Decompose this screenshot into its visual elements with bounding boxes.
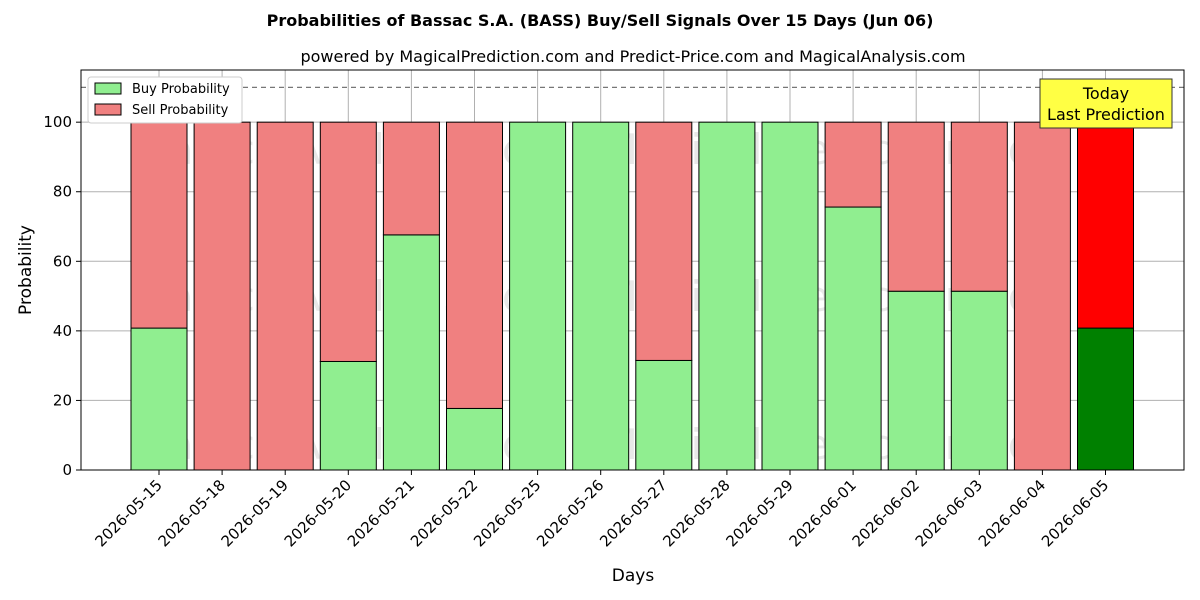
chart-title: Probabilities of Bassac S.A. (BASS) Buy/… bbox=[267, 11, 934, 30]
y-tick-label: 100 bbox=[43, 113, 72, 131]
legend-buy-label: Buy Probability bbox=[132, 82, 230, 97]
y-axis-label: Probability bbox=[16, 225, 36, 315]
x-tick-label: 2026-05-18 bbox=[155, 476, 229, 550]
sell-bar bbox=[1077, 121, 1134, 329]
x-tick-label: 2026-06-05 bbox=[1038, 476, 1112, 550]
x-tick-label: 2026-06-03 bbox=[912, 476, 986, 550]
x-tick-label: 2026-05-15 bbox=[91, 476, 165, 550]
sell-bar bbox=[635, 121, 693, 361]
y-tick-label: 20 bbox=[53, 391, 72, 409]
buy-bar bbox=[1077, 327, 1134, 471]
legend-sell-swatch bbox=[94, 103, 122, 116]
buy-bar bbox=[698, 121, 756, 471]
today-label: Today bbox=[1082, 84, 1129, 103]
sell-bar bbox=[446, 121, 503, 409]
buy-bar bbox=[319, 360, 377, 471]
y-axis-ticks: 0 20 40 60 80 100 bbox=[43, 113, 81, 479]
buy-bar bbox=[635, 359, 693, 471]
y-tick-label: 80 bbox=[53, 183, 72, 201]
y-tick-label: 40 bbox=[53, 322, 72, 340]
x-tick-label: 2026-05-28 bbox=[659, 476, 733, 550]
sell-bar bbox=[319, 121, 377, 362]
today-annotation-box bbox=[1039, 78, 1173, 129]
sell-bar bbox=[256, 121, 314, 471]
last-prediction-label: Last Prediction bbox=[1047, 105, 1165, 124]
today-annotation: Today Last Prediction bbox=[1039, 78, 1173, 129]
y-tick-label: 0 bbox=[62, 461, 72, 479]
buy-bar bbox=[446, 407, 503, 471]
legend-buy-swatch bbox=[94, 82, 122, 95]
x-tick-label: 2026-05-26 bbox=[533, 476, 607, 550]
x-tick-label: 2026-06-04 bbox=[975, 476, 1049, 550]
buy-bar bbox=[130, 327, 188, 471]
sell-bar bbox=[887, 121, 945, 292]
x-tick-label: 2026-05-29 bbox=[722, 476, 796, 550]
buy-bar bbox=[382, 234, 440, 471]
sell-bar bbox=[824, 121, 882, 208]
buy-bar bbox=[950, 290, 1008, 471]
x-tick-label: 2026-05-27 bbox=[596, 476, 670, 550]
x-tick-label: 2026-06-01 bbox=[786, 476, 860, 550]
x-tick-label: 2026-05-22 bbox=[407, 476, 481, 550]
sell-bar bbox=[1013, 121, 1071, 471]
plot-frame bbox=[80, 69, 1185, 471]
legend-sell-label: Sell Probability bbox=[132, 103, 229, 118]
buy-bar bbox=[887, 290, 945, 471]
legend: Buy Probability Sell Probability bbox=[87, 76, 243, 124]
buy-bar bbox=[509, 121, 567, 471]
legend-box bbox=[87, 76, 243, 124]
x-tick-label: 2026-05-21 bbox=[344, 476, 418, 550]
y-tick-label: 60 bbox=[53, 252, 72, 270]
x-axis-ticks: 2026-05-152026-05-182026-05-192026-05-20… bbox=[91, 470, 1112, 550]
buy-bar bbox=[824, 206, 882, 471]
x-tick-label: 2026-05-19 bbox=[218, 476, 292, 550]
bars bbox=[130, 121, 1134, 471]
buy-bar bbox=[572, 121, 630, 471]
sell-bar bbox=[382, 121, 440, 236]
x-tick-label: 2026-06-02 bbox=[849, 476, 923, 550]
x-axis-label: Days bbox=[612, 566, 655, 586]
buy-bar bbox=[761, 121, 819, 471]
chart-subtitle: powered by MagicalPrediction.com and Pre… bbox=[300, 47, 965, 66]
sell-bar bbox=[130, 121, 188, 329]
x-tick-label: 2026-05-20 bbox=[281, 476, 355, 550]
x-tick-label: 2026-05-25 bbox=[470, 476, 544, 550]
sell-bar bbox=[950, 121, 1008, 292]
sell-bar bbox=[193, 121, 251, 471]
